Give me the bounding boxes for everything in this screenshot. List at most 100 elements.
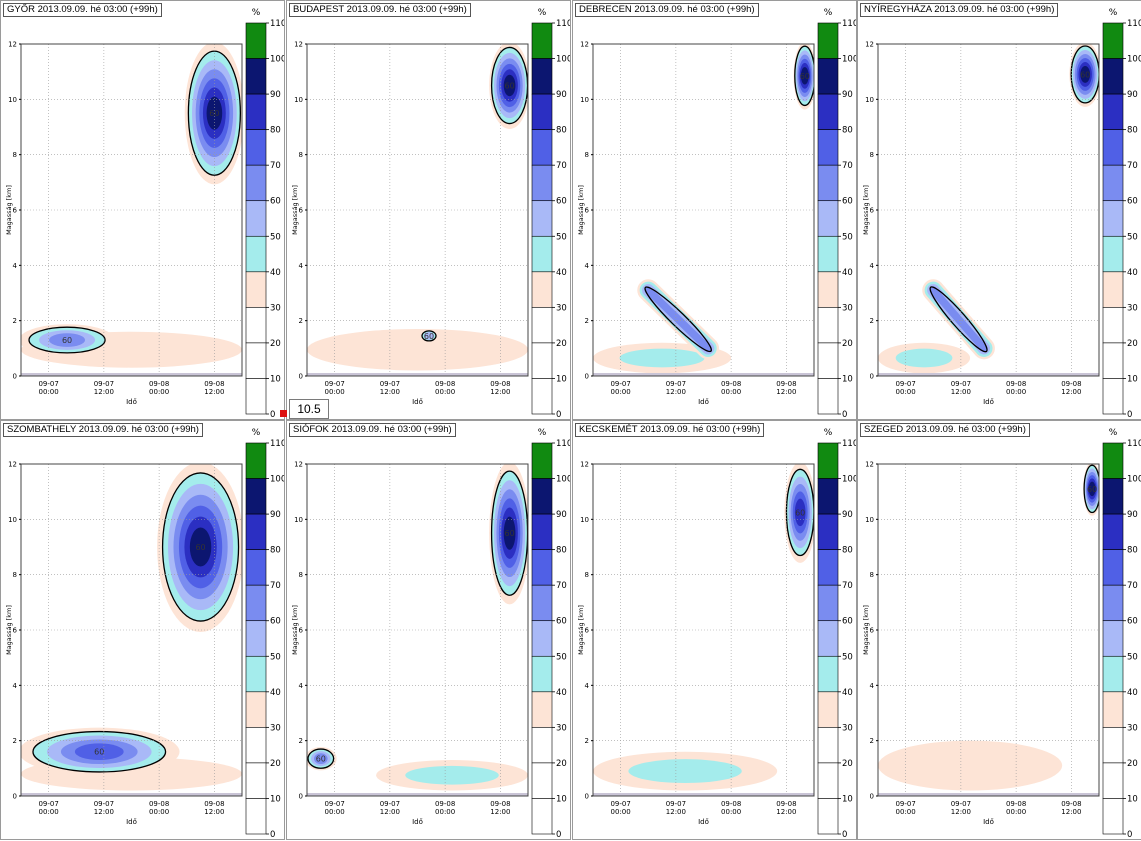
legend-swatch [1102, 513, 1124, 550]
chart-title: GYŐR 2013.09.09. hé 03:00 (+99h) [3, 3, 162, 17]
x-tick-label: 09-07 [895, 380, 915, 388]
y-tick-label: 0 [299, 793, 303, 801]
legend-swatch [531, 342, 553, 379]
legend-swatch [1102, 655, 1124, 693]
contour-line-60 [187, 50, 242, 176]
legend-tick-label: 100 [556, 475, 571, 485]
y-tick-label: 10 [294, 96, 303, 104]
x-tick-label: 12:00 [1061, 388, 1081, 396]
legend-swatch [817, 378, 839, 415]
x-tick-label: 09-08 [1006, 380, 1026, 388]
legend-swatch [1102, 271, 1124, 308]
legend-swatch [817, 762, 839, 799]
legend-tick-label: 80 [1127, 546, 1138, 556]
legend-tick-label: 30 [1127, 303, 1138, 313]
legend-tick-label: 20 [842, 759, 853, 769]
legend-tick-label: 110 [270, 19, 285, 29]
chart-title: NYÍREGYHÁZA 2013.09.09. hé 03:00 (+99h) [860, 3, 1059, 17]
x-tick-label: 09-07 [380, 380, 400, 388]
legend-tick-label: 40 [556, 688, 567, 698]
legend-swatch [817, 727, 839, 764]
legend-swatch [1102, 620, 1124, 657]
contour-band [503, 516, 516, 550]
legend-swatch [1102, 442, 1124, 479]
x-tick-label: 09-08 [149, 800, 169, 808]
legend-tick-label: 90 [270, 90, 281, 100]
legend-tick-label: 10 [270, 794, 281, 804]
y-tick-label: 0 [13, 793, 17, 801]
x-tick-label: 12:00 [666, 808, 686, 816]
y-axis-label: Magasság [km] [862, 605, 870, 655]
legend-tick-label: 100 [842, 475, 857, 485]
x-axis-label: Idő [698, 397, 709, 406]
legend-tick-label: 70 [270, 161, 281, 171]
legend-tick-label: 70 [1127, 581, 1138, 591]
red-marker [280, 410, 287, 417]
legend-tick-label: 110 [270, 439, 285, 449]
legend-tick-label: 50 [842, 232, 853, 242]
x-tick-label: 12:00 [951, 388, 971, 396]
legend-tick-label: 40 [270, 268, 281, 278]
y-tick-label: 6 [299, 207, 304, 215]
legend-tick-label: 100 [556, 55, 571, 65]
legend-tick-label: 40 [556, 268, 567, 278]
y-tick-label: 8 [299, 151, 303, 159]
contour-label: 60 [795, 508, 805, 517]
legend-tick-label: 30 [270, 723, 281, 733]
legend-unit: % [1109, 8, 1118, 18]
legend-swatch [1102, 762, 1124, 799]
legend-unit: % [824, 8, 833, 18]
legend-tick-label: 10 [556, 794, 567, 804]
legend-swatch [1102, 584, 1124, 622]
legend-tick-label: 90 [842, 90, 853, 100]
legend-tick-label: 90 [1127, 510, 1138, 520]
x-tick-label: 09-08 [149, 380, 169, 388]
x-tick-label: 12:00 [776, 388, 796, 396]
legend-swatch [817, 58, 839, 95]
x-tick-label: 00:00 [896, 808, 916, 816]
legend-swatch [1102, 58, 1124, 95]
value-readout: 10.5 [289, 399, 329, 419]
contour-band [644, 286, 712, 353]
contour-line-60 [644, 286, 712, 353]
legend-tick-label: 60 [270, 197, 281, 207]
y-tick-label: 10 [865, 96, 874, 104]
y-tick-label: 12 [294, 461, 303, 469]
contour-label: 60 [424, 332, 434, 341]
x-tick-label: 12:00 [951, 808, 971, 816]
contour-line-60 [421, 330, 437, 342]
y-tick-label: 2 [13, 317, 17, 325]
legend-swatch [531, 762, 553, 799]
legend-tick-label: 90 [270, 510, 281, 520]
legend-unit: % [538, 8, 547, 18]
contour-line-60 [1083, 464, 1099, 514]
legend-tick-label: 30 [842, 723, 853, 733]
legend-tick-label: 110 [556, 19, 571, 29]
legend-swatch [245, 620, 267, 657]
legend-swatch [1102, 22, 1124, 59]
legend-swatch [531, 271, 553, 308]
y-tick-label: 8 [870, 151, 874, 159]
legend-swatch [531, 235, 553, 273]
legend-swatch [817, 478, 839, 515]
legend-tick-label: 60 [556, 617, 567, 627]
contour-band [929, 286, 988, 353]
legend-tick-label: 60 [842, 617, 853, 627]
legend-tick-label: 110 [842, 19, 857, 29]
y-tick-label: 4 [870, 682, 875, 690]
legend-tick-label: 90 [556, 510, 567, 520]
legend-unit: % [1109, 428, 1118, 438]
legend-tick-label: 110 [1127, 439, 1141, 449]
x-tick-label: 12:00 [490, 388, 510, 396]
legend-swatch [245, 727, 267, 764]
contour-band [1080, 66, 1091, 83]
legend-tick-label: 70 [556, 161, 567, 171]
x-tick-label: 12:00 [204, 808, 224, 816]
chart-title: BUDAPEST 2013.09.09. hé 03:00 (+99h) [289, 3, 471, 17]
legend-tick-label: 20 [270, 339, 281, 349]
legend-tick-label: 100 [270, 475, 285, 485]
chart-panel: DEBRECEN 2013.09.09. hé 03:00 (+99h) 60 0 2… [572, 0, 857, 420]
